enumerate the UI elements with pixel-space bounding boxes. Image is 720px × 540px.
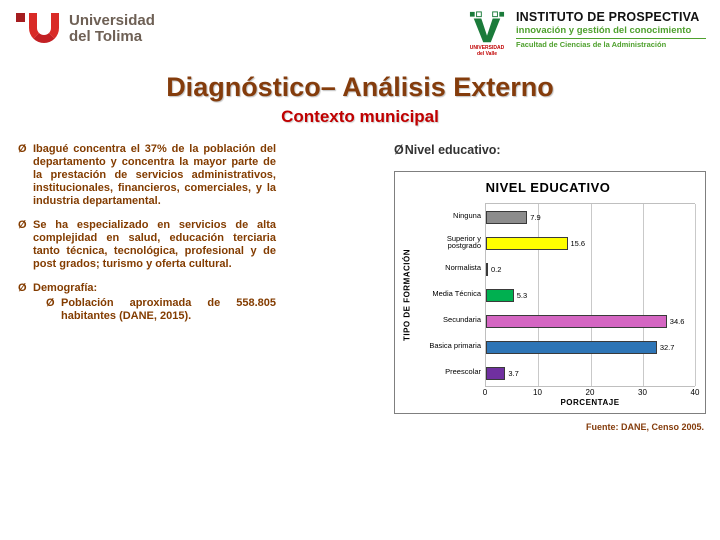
nivel-educativo-label: Nivel educativo: [404, 143, 501, 157]
bar-value-label: 34.6 [669, 316, 685, 326]
bar [486, 314, 667, 328]
bullet-ibague-text: Ibagué concentra el 37% de la población … [33, 143, 276, 207]
x-tick-label: 0 [482, 388, 488, 397]
bullet-nivel-educativo: ØNivel educativo: [394, 143, 706, 157]
chart-categories: Ninguna Superior y postgrado Normalista Med… [413, 203, 485, 387]
univalle-v-icon [468, 10, 506, 46]
sub-bullet-poblacion-text2: habitantes (DANE, 2015). [61, 309, 192, 322]
chart-title: NIVEL EDUCATIVO [485, 180, 611, 195]
grid-line [590, 204, 592, 386]
content: Ø Ibagué concentra el 37% de la població… [0, 127, 720, 432]
bar [486, 236, 568, 250]
x-tick-label: 40 [690, 388, 700, 397]
bullet-demografia: Ø Demografía: Ø Población aproximada de … [18, 282, 276, 323]
grid-line [538, 204, 540, 386]
bullet-ibague: Ø Ibagué concentra el 37% de la població… [18, 143, 276, 208]
category-label: Media Técnica [432, 289, 481, 299]
bar-row: 3.7 [486, 360, 695, 386]
x-tick-label: 30 [638, 388, 647, 397]
chart-footer: 0 10 20 30 40 PORCENTAJE [482, 387, 700, 407]
bar-value-label: 32.7 [659, 342, 675, 352]
chart-source: Fuente: DANE, Censo 2005. [585, 422, 704, 432]
prospectiva-divider [516, 38, 706, 39]
header: Universidad del Tolima UNIVERSIDAD del V… [0, 0, 720, 66]
arrow-bullet-icon: Ø [18, 218, 27, 231]
tolima-u-icon [16, 10, 62, 48]
bar-value-label: 3.7 [508, 368, 519, 378]
left-text-column: Ø Ibagué concentra el 37% de la població… [18, 143, 276, 432]
universidad-tolima-logo: Universidad del Tolima [16, 10, 155, 48]
bar [486, 366, 506, 380]
bullet-especializado-text1: Se ha especializado en servicios de alta… [33, 218, 276, 244]
grid-line [642, 204, 644, 386]
bar-value-label: 7.9 [530, 212, 541, 222]
chart-body: TIPO DE FORMACIÓN Ninguna Superior y post… [401, 203, 696, 387]
category-label: Basica primaria [429, 341, 481, 351]
bar-row: 15.6 [486, 230, 695, 256]
category-label: Preescolar [445, 367, 481, 377]
bar-row: 0.2 [486, 256, 695, 282]
prospectiva-faculty: Facultad de Ciencias de la Administració… [516, 40, 667, 49]
bullet-especializado-text2: ; turismo y oferta cultural. [95, 257, 232, 270]
bullet-especializado-bold: educación terciaria tanto técnica, tecno… [33, 231, 276, 270]
x-tick-label: 20 [585, 388, 595, 397]
bar [486, 210, 528, 224]
chart-xticks: 0 10 20 30 40 [482, 387, 700, 398]
chart-rows: 7.9 15.6 0.2 5.3 34.6 32.7 3.7 [486, 204, 695, 386]
bar-row: 5.3 [486, 282, 695, 308]
arrow-bullet-icon: Ø [394, 143, 404, 157]
category-label: Normalista [445, 263, 481, 273]
category-label: Ninguna [453, 211, 481, 221]
bar-value-label: 15.6 [570, 238, 586, 248]
bar-value-label: 0.2 [491, 264, 502, 274]
x-axis-label: PORCENTAJE [560, 398, 620, 407]
bar-chart: NIVEL EDUCATIVO TIPO DE FORMACIÓN Ningun… [394, 171, 706, 414]
grid-line [695, 204, 696, 386]
chart-plot: 7.9 15.6 0.2 5.3 34.6 32.7 3.7 [485, 203, 696, 387]
x-tick-label: 10 [533, 388, 542, 397]
sub-bullet-poblacion-bold: 558.805 [236, 296, 276, 309]
page-title: Diagnóstico– Análisis Externo [166, 72, 554, 102]
prospectiva-title: INSTITUTO DE PROSPECTIVA [516, 10, 700, 24]
univalle-caption-line2: del Valle [476, 50, 497, 57]
instituto-prospectiva-logo: UNIVERSIDAD del Valle INSTITUTO DE PROSP… [466, 10, 706, 57]
tolima-u-shape [29, 13, 59, 43]
bar [486, 340, 657, 354]
sub-bullet-poblacion-text1: Población aproximada de [61, 296, 237, 309]
bar-row: 34.6 [486, 308, 695, 334]
bullet-especializado: Ø Se ha especializado en servicios de al… [18, 219, 276, 271]
univalle-caption-line1: UNIVERSIDAD [469, 45, 505, 51]
bar-value-label: 5.3 [516, 290, 528, 300]
tolima-square-shape [16, 13, 25, 22]
sub-bullet-poblacion: Ø Población aproximada de 558.805 habita… [46, 297, 276, 323]
arrow-bullet-icon: Ø [46, 296, 55, 309]
tolima-logo-line2: del Tolima [69, 28, 143, 45]
prospectiva-text-block: INSTITUTO DE PROSPECTIVA innovación y ge… [516, 10, 706, 49]
arrow-bullet-icon: Ø [18, 281, 27, 294]
bar [486, 262, 488, 276]
bar [486, 288, 514, 302]
bullet-demografia-label: Demografía: [33, 281, 98, 294]
univalle-emblem: UNIVERSIDAD del Valle [466, 10, 508, 57]
arrow-bullet-icon: Ø [18, 143, 27, 155]
prospectiva-tagline: innovación y gestión del conocimiento [516, 25, 692, 36]
tolima-logo-text: Universidad del Tolima [69, 13, 155, 45]
category-label: Secundaria [443, 315, 481, 325]
right-column: ØNivel educativo: NIVEL EDUCATIVO TIPO D… [394, 143, 706, 432]
bar-row: 32.7 [486, 334, 695, 360]
bar-row: 7.9 [486, 204, 695, 230]
page-subtitle: Contexto municipal [281, 107, 439, 126]
category-label: Superior y postgrado [446, 233, 481, 250]
y-axis-label-wrap: TIPO DE FORMACIÓN [401, 203, 413, 387]
y-axis-label: TIPO DE FORMACIÓN [402, 248, 412, 342]
tolima-logo-line1: Universidad [69, 12, 155, 30]
